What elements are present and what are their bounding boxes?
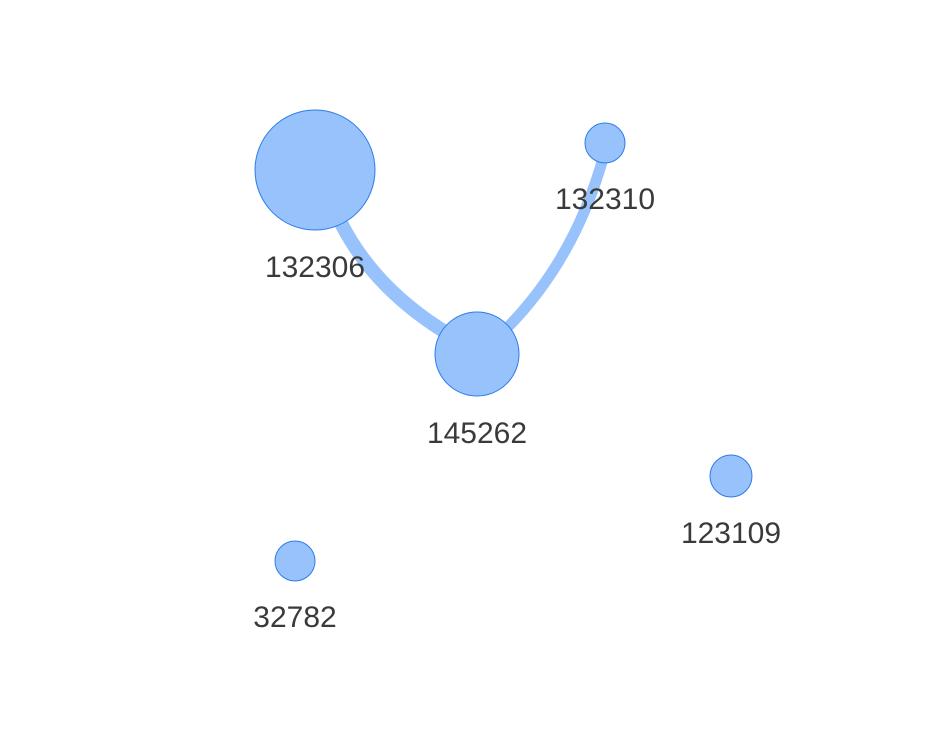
node-123109-label: 123109	[681, 517, 781, 550]
node-145262-circle[interactable]	[434, 311, 520, 397]
node-132310-circle[interactable]	[584, 122, 626, 164]
node-132306-label: 132306	[265, 251, 365, 284]
node-132306-circle[interactable]	[254, 109, 376, 231]
node-145262[interactable]: 145262	[427, 311, 527, 450]
node-123109-circle[interactable]	[709, 454, 753, 498]
node-32782-circle[interactable]	[274, 540, 316, 582]
node-32782-label: 32782	[253, 601, 336, 634]
edges-layer	[334, 149, 610, 342]
node-123109[interactable]: 123109	[681, 454, 781, 550]
node-132306[interactable]: 132306	[254, 109, 376, 284]
nodes-layer: 132306 132310 145262 123109 32782	[253, 109, 781, 634]
node-132310[interactable]: 132310	[555, 122, 655, 216]
node-145262-label: 145262	[427, 417, 527, 450]
node-132310-label: 132310	[555, 183, 655, 216]
node-32782[interactable]: 32782	[253, 540, 337, 634]
edge-145262-132310[interactable]	[499, 149, 610, 336]
edge-132306-145262[interactable]	[334, 216, 457, 342]
